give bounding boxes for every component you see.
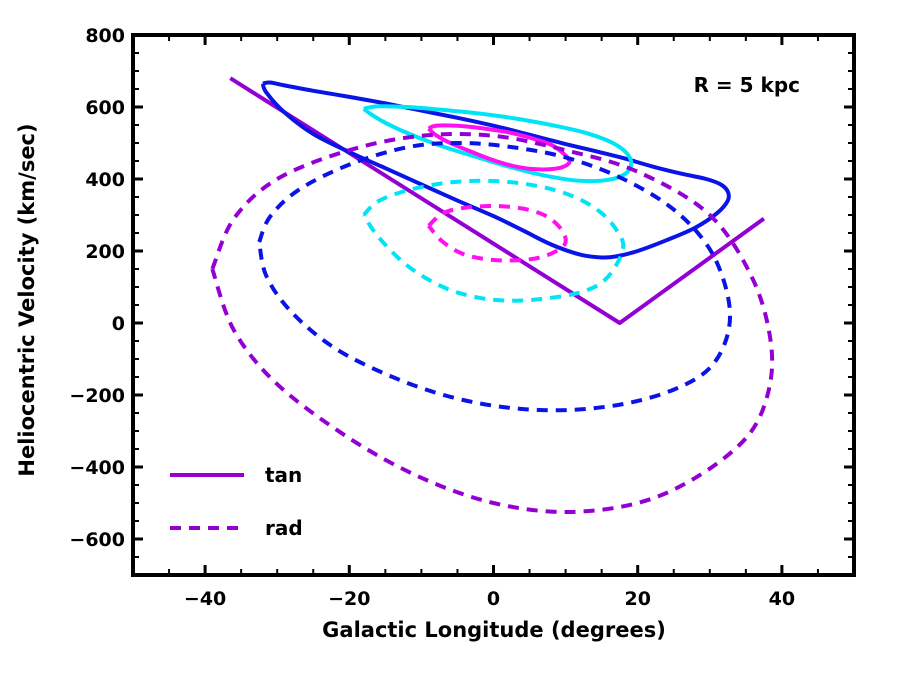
x-tick-label: −40	[184, 588, 226, 610]
annotation-radius: R = 5 kpc	[694, 73, 800, 97]
legend: tan rad	[170, 463, 303, 540]
series-cyan-rad	[362, 178, 626, 303]
series-magenta-rad	[427, 203, 568, 263]
series-purple-rad	[210, 132, 775, 514]
y-tick-label: −600	[69, 529, 125, 551]
series-blue-rad	[257, 140, 733, 413]
y-tick-label: −400	[69, 457, 125, 479]
y-tick-label: −200	[69, 385, 125, 407]
ticks-layer	[133, 33, 854, 575]
legend-rad-label: rad	[265, 516, 303, 540]
y-tick-label: 0	[112, 313, 125, 335]
series-blue-tan	[260, 80, 731, 260]
series-magenta-tan	[427, 123, 572, 172]
x-tick-label: 0	[487, 588, 500, 610]
series-layer	[210, 76, 775, 514]
x-tick-label: 40	[769, 588, 795, 610]
y-tick-label: 200	[85, 241, 125, 263]
y-tick-label: 400	[85, 169, 125, 191]
x-axis-title: Galactic Longitude (degrees)	[322, 618, 666, 642]
x-tick-label: 20	[624, 588, 650, 610]
y-axis-title: Heliocentric Velocity (km/sec)	[15, 123, 39, 476]
x-tick-label: −20	[328, 588, 370, 610]
y-tick-label: 600	[85, 97, 125, 119]
y-tick-label: 800	[85, 25, 125, 47]
series-cyan-tan	[362, 104, 634, 184]
legend-tan-label: tan	[265, 463, 302, 487]
